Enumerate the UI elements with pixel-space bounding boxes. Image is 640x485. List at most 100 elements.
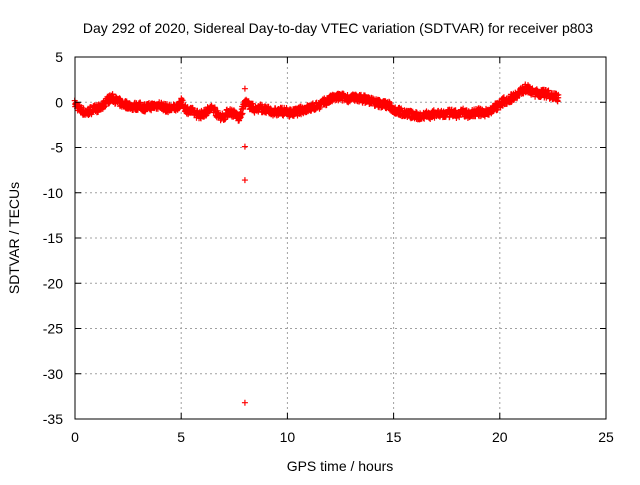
sdtvar-point xyxy=(279,108,286,115)
outlier-point xyxy=(241,85,248,92)
sdtvar-point xyxy=(210,104,217,111)
sdtvar-point xyxy=(257,104,264,111)
sdtvar-point xyxy=(204,107,211,114)
y-tick-label: -20 xyxy=(43,275,63,291)
sdtvar-point xyxy=(454,111,461,118)
sdtvar-point xyxy=(406,111,413,118)
outlier-point xyxy=(241,143,248,150)
sdtvar-point xyxy=(103,97,110,104)
sdtvar-point xyxy=(215,112,222,119)
sdtvar-point xyxy=(379,101,386,108)
sdtvar-point xyxy=(459,109,466,116)
sdtvar-point xyxy=(199,111,206,118)
sdtvar-point xyxy=(109,94,116,101)
sdtvar-point xyxy=(549,92,556,99)
x-tick-label: 10 xyxy=(280,429,296,445)
sdtvar-point xyxy=(512,92,519,99)
sdtvar-point xyxy=(284,109,291,116)
sdtvar-point xyxy=(348,95,355,102)
grid-layer xyxy=(75,57,606,419)
sdtvar-point xyxy=(310,103,317,110)
sdtvar-point xyxy=(358,95,365,102)
sdtvar-point xyxy=(125,101,132,108)
sdtvar-point xyxy=(225,108,232,115)
sdtvar-point xyxy=(427,112,434,119)
sdtvar-point xyxy=(172,104,179,111)
sdtvar-point xyxy=(433,110,440,117)
sdtvar-point xyxy=(555,94,562,101)
y-tick-label: -35 xyxy=(43,411,63,427)
sdtvar-point xyxy=(449,110,456,117)
sdtvar-point xyxy=(300,106,307,113)
sdtvar-point xyxy=(321,99,328,106)
sdtvar-point xyxy=(82,110,89,117)
sdtvar-point xyxy=(326,96,333,103)
sdtvar-point xyxy=(411,112,418,119)
y-tick-label: 0 xyxy=(55,94,63,110)
sdtvar-point xyxy=(305,105,312,112)
sdtvar-point xyxy=(342,94,349,101)
sdtvar-point xyxy=(130,103,137,110)
sdtvar-point xyxy=(194,111,201,118)
sdtvar-point xyxy=(528,89,535,96)
sdtvar-point xyxy=(119,101,126,108)
sdtvar-point xyxy=(167,105,174,112)
y-tick-label: -30 xyxy=(43,366,63,382)
sdtvar-point xyxy=(114,98,121,105)
sdtvar-point xyxy=(496,101,503,108)
sdtvar-point xyxy=(486,108,493,115)
sdtvar-point xyxy=(268,108,275,115)
sdtvar-point xyxy=(502,97,509,104)
sdtvar-point xyxy=(337,93,344,100)
sdtvar-point xyxy=(252,106,259,113)
x-tick-label: 20 xyxy=(492,429,508,445)
sdtvar-point xyxy=(523,84,530,91)
sdtvar-point xyxy=(162,104,169,111)
x-tick-label: 5 xyxy=(177,429,185,445)
chart-title: Day 292 of 2020, Sidereal Day-to-day VTE… xyxy=(83,20,593,36)
sdtvar-point xyxy=(470,110,477,117)
y-axis-title: SDTVAR / TECUs xyxy=(6,182,22,294)
sdtvar-point xyxy=(77,106,84,113)
sdtvar-point xyxy=(385,101,392,108)
sdtvar-point xyxy=(220,113,227,120)
y-tick-label: -10 xyxy=(43,185,63,201)
sdtvar-point xyxy=(236,115,243,122)
sdtvar-point xyxy=(395,108,402,115)
sdtvar-point xyxy=(316,101,323,108)
x-tick-label: 15 xyxy=(386,429,402,445)
sdtvar-point xyxy=(417,113,424,120)
sdtvar-point xyxy=(533,90,540,97)
sdtvar-point xyxy=(364,96,371,103)
sdtvar-point xyxy=(231,111,238,118)
sdtvar-point xyxy=(443,111,450,118)
sdtvar-point xyxy=(369,98,376,105)
sdtvar-point xyxy=(475,109,482,116)
sdtvar-point xyxy=(241,99,248,106)
y-tick-label: 5 xyxy=(55,49,63,65)
sdtvar-point xyxy=(178,99,185,106)
sdtvar-point xyxy=(188,108,195,115)
sdtvar-point xyxy=(539,90,546,97)
sdtvar-point xyxy=(146,103,153,110)
sdtvar-point xyxy=(353,94,360,101)
sdtvar-point xyxy=(156,101,163,108)
x-tick-label: 25 xyxy=(598,429,614,445)
sdtvar-point xyxy=(518,88,525,95)
sdtvar-point xyxy=(295,108,302,115)
outlier-point xyxy=(241,177,248,184)
sdtvar-point xyxy=(98,104,105,111)
sdtvar-point xyxy=(183,106,190,113)
x-axis-title: GPS time / hours xyxy=(287,458,394,474)
sdtvar-point xyxy=(438,111,445,118)
sdtvar-point xyxy=(544,91,551,98)
sdtvar-point xyxy=(151,102,158,109)
sdtvar-point xyxy=(507,95,514,102)
data-layer xyxy=(71,81,562,406)
sdtvar-point xyxy=(401,110,408,117)
y-tick-label: -15 xyxy=(43,230,63,246)
y-tick-label: -5 xyxy=(51,140,64,156)
sdtvar-point xyxy=(491,104,498,111)
sdtvar-point xyxy=(480,110,487,117)
